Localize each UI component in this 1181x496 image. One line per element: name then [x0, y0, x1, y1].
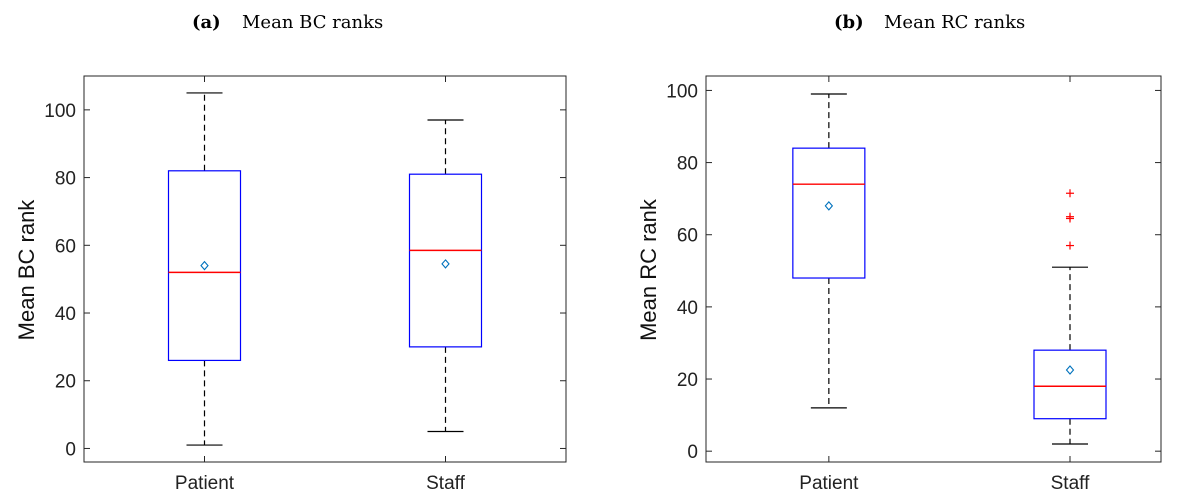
mean-marker: [200, 260, 209, 271]
panel-b-boxes: [792, 93, 1107, 445]
panel-a-tag: (a): [192, 12, 221, 33]
outlier-marker: [1066, 241, 1074, 250]
box-patient: [167, 92, 242, 446]
panel-b-plot-frame: [705, 75, 1162, 463]
x-tick-label: Patient: [799, 473, 859, 494]
y-tick-label: 0: [687, 442, 698, 463]
panel-a-boxes: [167, 92, 483, 446]
y-tick-label: 40: [55, 304, 76, 325]
panel-b-title: Mean RC ranks: [884, 12, 1025, 33]
panel-a: (a) Mean BC ranks Mean BC rank 0 20 40 60 80…: [14, 12, 567, 494]
mean-marker: [1065, 365, 1075, 375]
iqr-box: [167, 170, 242, 362]
mean-marker: [441, 259, 450, 269]
mean-marker: [824, 201, 834, 211]
panel-b-y-axis-label: Mean RC rank: [636, 198, 661, 341]
y-tick-label: 60: [677, 226, 698, 247]
panel-a-y-axis-label: Mean BC rank: [14, 199, 39, 341]
panel-b: (b) Mean RC ranks Mean RC rank 0 20 40 60 80…: [636, 12, 1162, 494]
box-staff: [1033, 189, 1107, 445]
y-tick-label: 60: [55, 236, 76, 257]
y-tick-label: 80: [677, 154, 698, 175]
x-tick-label: Staff: [426, 473, 465, 494]
panel-b-y-tick-labels: 0 20 40 60 80 100: [666, 81, 698, 463]
panel-b-x-tick-labels: Patient Staff: [799, 473, 1090, 494]
y-tick-label: 100: [666, 81, 698, 102]
y-tick-label: 80: [55, 169, 76, 190]
box-patient: [792, 93, 866, 409]
x-tick-label: Staff: [1051, 473, 1090, 494]
y-tick-label: 20: [677, 370, 698, 391]
iqr-box: [792, 147, 866, 279]
y-tick-label: 100: [44, 101, 76, 122]
panel-b-tag: (b): [834, 12, 864, 33]
outlier-marker: [1066, 189, 1074, 198]
panel-a-x-tick-labels: Patient Staff: [175, 473, 466, 494]
panel-a-plot-frame: [83, 75, 567, 463]
y-tick-label: 40: [677, 298, 698, 319]
panel-a-title: Mean BC ranks: [242, 12, 383, 33]
x-tick-label: Patient: [175, 473, 235, 494]
y-tick-label: 20: [55, 372, 76, 393]
outlier-marker: [1066, 212, 1074, 221]
panel-b-y-ticks: [706, 76, 1161, 462]
box-staff: [408, 119, 483, 433]
panel-a-y-tick-labels: 0 20 40 60 80 100: [44, 101, 76, 461]
y-tick-label: 0: [65, 439, 76, 460]
iqr-box: [1033, 349, 1107, 420]
iqr-box: [408, 173, 483, 348]
panel-a-y-ticks: [84, 76, 566, 462]
